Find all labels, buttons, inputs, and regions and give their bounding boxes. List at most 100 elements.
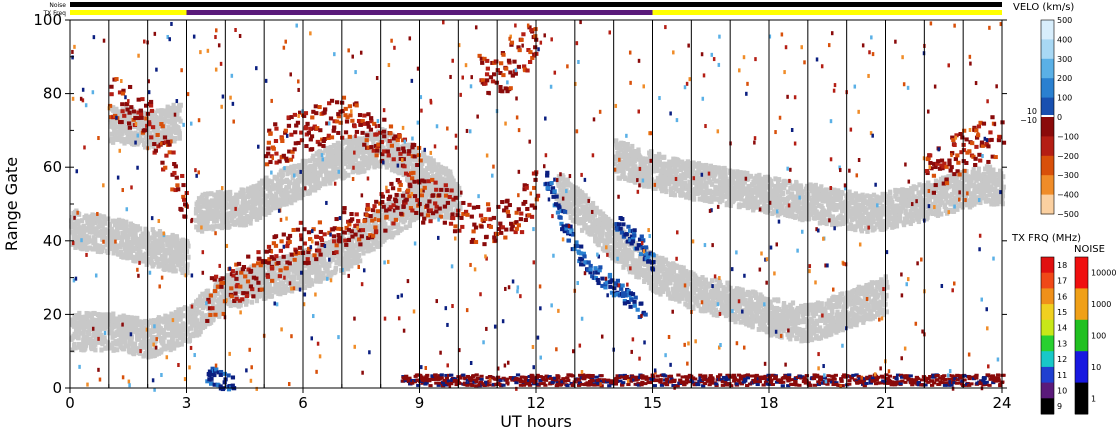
scatter-cell [377, 229, 382, 235]
scatter-cell [127, 231, 132, 237]
scatter-cell [626, 264, 631, 270]
scatter-cell [673, 284, 678, 290]
scatter-cell [598, 224, 604, 230]
scatter-cell [346, 258, 352, 264]
scatter-cell [347, 252, 352, 258]
scatter-cell [73, 228, 78, 234]
scatter-cell [185, 241, 190, 247]
scatter-cell [321, 159, 326, 165]
scatter-cell [241, 187, 246, 193]
scatter-cell [453, 208, 458, 214]
scatter-cell [289, 188, 294, 194]
scatter-cell [597, 216, 603, 222]
scatter-cell [431, 186, 436, 192]
scatter-cell [311, 260, 316, 266]
scatter-cell [182, 263, 188, 269]
scatter-cell [315, 259, 320, 265]
scatter-cell [648, 285, 653, 291]
scatter-cell [271, 286, 276, 292]
scatter-cell [80, 322, 85, 328]
scatter-cell [673, 281, 678, 287]
scatter-cell [580, 191, 585, 197]
scatter-cell [171, 102, 176, 108]
scatter-cell [198, 302, 203, 308]
scatter-cell [225, 282, 230, 288]
scatter-cell [250, 196, 255, 202]
scatter-cell [140, 231, 145, 237]
scatter-cell [259, 280, 264, 286]
scatter-cell [138, 226, 143, 232]
scatter-cell [156, 122, 161, 128]
scatter-cell [296, 163, 301, 169]
scatter-cell [112, 235, 118, 241]
scatter-cell [407, 223, 413, 229]
scatter-cell [618, 233, 623, 239]
scatter-cell [576, 202, 581, 208]
scatter-cell [360, 240, 365, 246]
scatter-cell [152, 238, 157, 244]
scatter-cell [331, 166, 336, 172]
scatter-cell [165, 242, 170, 248]
scatter-cell [146, 351, 152, 357]
scatter-cell [142, 239, 147, 245]
scatter-cell [583, 193, 588, 199]
scatter-cell [179, 329, 184, 335]
scatter-cell [596, 239, 601, 245]
scatter-cell [107, 221, 112, 227]
scatter-cell [361, 139, 367, 145]
scatter-cell [71, 237, 76, 243]
scatter-cell [274, 191, 279, 197]
scatter-cell [367, 221, 372, 227]
scatter-cell [422, 157, 427, 163]
scatter-cell [285, 273, 291, 279]
scatter-cell [281, 197, 287, 203]
scatter-cell [324, 173, 329, 179]
scatter-cell [159, 136, 164, 142]
scatter-cell [598, 211, 603, 217]
scatter-cell [228, 280, 233, 286]
scatter-cell [227, 203, 232, 209]
scatter-cell [269, 293, 275, 299]
scatter-cell [644, 271, 649, 277]
scatter-cell [185, 270, 190, 276]
scatter-cell [324, 169, 329, 175]
scatter-cell [374, 136, 379, 142]
txfreq-bar-segment [70, 10, 187, 15]
scatter-cell [204, 288, 210, 294]
scatter-cell [666, 287, 671, 293]
scatter-cell [240, 216, 246, 222]
scatter-cell [654, 253, 659, 259]
scatter-cell [274, 195, 279, 201]
scatter-cell [299, 267, 305, 273]
scatter-cell [391, 213, 396, 219]
scatter-cell [125, 136, 130, 142]
scatter-cell [120, 232, 125, 238]
scatter-cell [251, 184, 256, 190]
scatter-cell [340, 141, 345, 147]
scatter-cell [611, 254, 616, 260]
scatter-cell [215, 210, 220, 216]
scatter-cell [429, 204, 435, 210]
scatter-cell [133, 112, 139, 118]
scatter-cell [198, 204, 203, 210]
scatter-cell [79, 231, 84, 237]
scatter-cell [590, 215, 595, 221]
scatter-cell [309, 281, 315, 287]
scatter-cell [170, 327, 176, 333]
scatter-cell [209, 215, 214, 221]
scatter-cell [78, 242, 83, 248]
scatter-cell [352, 140, 358, 146]
scatter-cell [167, 108, 172, 114]
scatter-cell [619, 238, 624, 244]
scatter-cell [371, 158, 376, 164]
scatter-cell [73, 345, 78, 351]
scatter-cell [449, 174, 454, 180]
scatter-cell [182, 305, 188, 311]
scatter-cell [225, 293, 230, 299]
scatter-cell [128, 254, 133, 260]
scatter-cell [373, 239, 379, 245]
scatter-cell [90, 212, 95, 218]
scatter-cell [566, 199, 571, 205]
scatter-cell [431, 158, 436, 164]
scatter-cell [88, 312, 93, 318]
